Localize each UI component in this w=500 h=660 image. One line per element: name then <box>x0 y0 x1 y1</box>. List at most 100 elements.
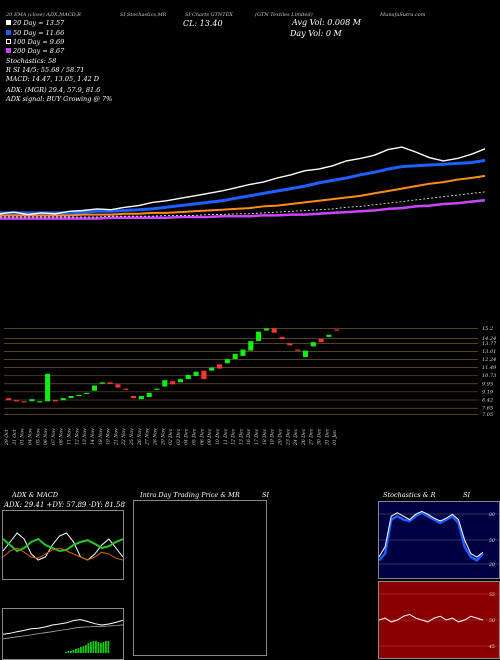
x-tick-label: 17 Dec <box>254 428 260 445</box>
x-tick-label: 04 Dec <box>184 428 190 445</box>
y-tick-label: 13.77 <box>482 341 497 347</box>
candle <box>224 359 230 364</box>
macd-signal-line <box>3 624 123 640</box>
y-tick-label: 15.2 <box>482 326 493 332</box>
x-tick-label: 01 Jan <box>332 430 338 445</box>
rsi-label: R SI 14/5: 55.68 / 58.71 <box>6 66 85 74</box>
y-tick-label: 50 <box>489 618 495 624</box>
macd-bar <box>75 649 77 653</box>
y-tick-label: 50 <box>489 538 495 544</box>
series-mrsi <box>379 613 484 623</box>
macd-bar <box>92 641 95 653</box>
macd-bar <box>67 651 70 653</box>
avg-volume-label: Avg Vol: 0.008 M <box>292 18 361 27</box>
x-tick-label: 18 Dec <box>262 428 268 445</box>
stochastics-panel-si: SI <box>463 491 471 499</box>
y-tick-label: 7.65 <box>482 406 493 412</box>
macd-bar <box>85 645 87 653</box>
candle <box>318 339 324 343</box>
x-tick-label: 02 Dec <box>168 428 174 445</box>
macd-line <box>3 619 123 635</box>
candle <box>170 381 176 385</box>
y-tick-label: 11.49 <box>482 365 497 371</box>
stochastics-label: Stochastics: 58 <box>6 57 57 65</box>
header-col1: 20 EMA (close) ADX,MACD,R <box>6 12 81 18</box>
x-tick-label: 13 Nov <box>82 428 88 445</box>
x-tick-label: 01 Nov <box>20 428 26 445</box>
candle <box>216 364 223 369</box>
candle <box>326 334 332 337</box>
close-price-label: CL: 13.40 <box>183 19 223 28</box>
x-tick-label: 06 Dec <box>199 428 205 445</box>
x-tick-label: 19 Dec <box>270 428 276 445</box>
header-site: MunafaSutra.com <box>380 12 426 18</box>
adx-values: ADX: 29.41 +DY: 57.89 -DY: 81.58 <box>4 501 125 509</box>
macd-histogram-panel <box>2 608 124 660</box>
series-signal <box>379 510 484 558</box>
x-tick-label: 31 Oct <box>12 429 18 445</box>
x-tick-label: 22 Nov <box>121 428 127 445</box>
x-tick-label: 16 Dec <box>246 428 252 445</box>
candle <box>138 396 144 400</box>
x-tick-label: 28 Nov <box>152 428 158 445</box>
candle <box>193 371 199 376</box>
candle <box>123 388 129 390</box>
x-tick-label: 30 Dec <box>317 428 323 445</box>
adx-panel-title: ADX & MACD <box>12 491 58 499</box>
x-tick-label: 11 Nov <box>67 428 73 445</box>
candle <box>76 394 82 397</box>
series-dy <box>3 547 123 561</box>
macd-bar <box>80 647 82 653</box>
candle <box>21 401 27 403</box>
macd-label: MACD: 14.47, 13.05, 1.42 D <box>6 75 100 83</box>
macd-bar <box>100 643 102 653</box>
candle <box>13 400 19 402</box>
x-tick-label: 12 Nov <box>74 428 80 445</box>
y-tick-label: 45 <box>488 644 495 650</box>
candle <box>287 343 293 346</box>
macd-bar <box>72 650 75 653</box>
candle <box>131 396 137 399</box>
candle <box>185 374 191 380</box>
series-200-day <box>0 198 486 220</box>
candle <box>29 399 35 402</box>
intraday-panel <box>133 500 267 656</box>
macd-bar <box>87 643 90 653</box>
x-tick-label: 27 Nov <box>145 428 151 445</box>
macd-bar <box>70 651 72 653</box>
candle <box>115 384 121 388</box>
candle <box>295 349 301 351</box>
macd-bar <box>82 646 85 653</box>
macd-bar <box>77 648 80 653</box>
candle <box>334 329 340 331</box>
x-tick-label: 06 Nov <box>43 428 49 445</box>
candle <box>256 331 262 342</box>
y-tick-label: 20 <box>488 562 495 568</box>
macd-bar <box>65 652 67 653</box>
x-tick-label: 11 Dec <box>223 428 229 445</box>
y-tick-label: 13.01 <box>482 349 496 355</box>
candle <box>68 396 74 399</box>
candle <box>240 349 246 356</box>
x-tick-label: 04 Nov <box>27 428 33 445</box>
candle <box>279 336 285 339</box>
x-tick-label: 25 Nov <box>129 428 135 445</box>
candle <box>99 382 105 384</box>
moving-average-chart <box>0 146 486 220</box>
candle <box>263 328 269 331</box>
x-tick-label: 27 Dec <box>309 428 315 445</box>
adx-signal-label: ADX signal: BUY Growing @ 7% <box>6 95 113 103</box>
header-col3: SI Charts GTNTEX <box>185 12 233 18</box>
y-tick-label: 9.95 <box>482 381 493 387</box>
series-50-day <box>0 174 486 217</box>
y-tick-label: 14.24 <box>482 336 496 342</box>
x-tick-label: 29 Nov <box>160 428 166 445</box>
x-tick-label: 12 Dec <box>231 428 237 445</box>
macd-bar <box>90 642 92 653</box>
series-dy <box>3 537 123 553</box>
candle <box>177 379 183 383</box>
ema20-label: 20 Day = 13.57 <box>6 19 64 27</box>
ema50-label: 50 Day = 11.66 <box>6 29 64 37</box>
header-col2: SI,Stochastics,MR <box>120 12 167 18</box>
x-tick-label: 31 Dec <box>324 428 330 445</box>
